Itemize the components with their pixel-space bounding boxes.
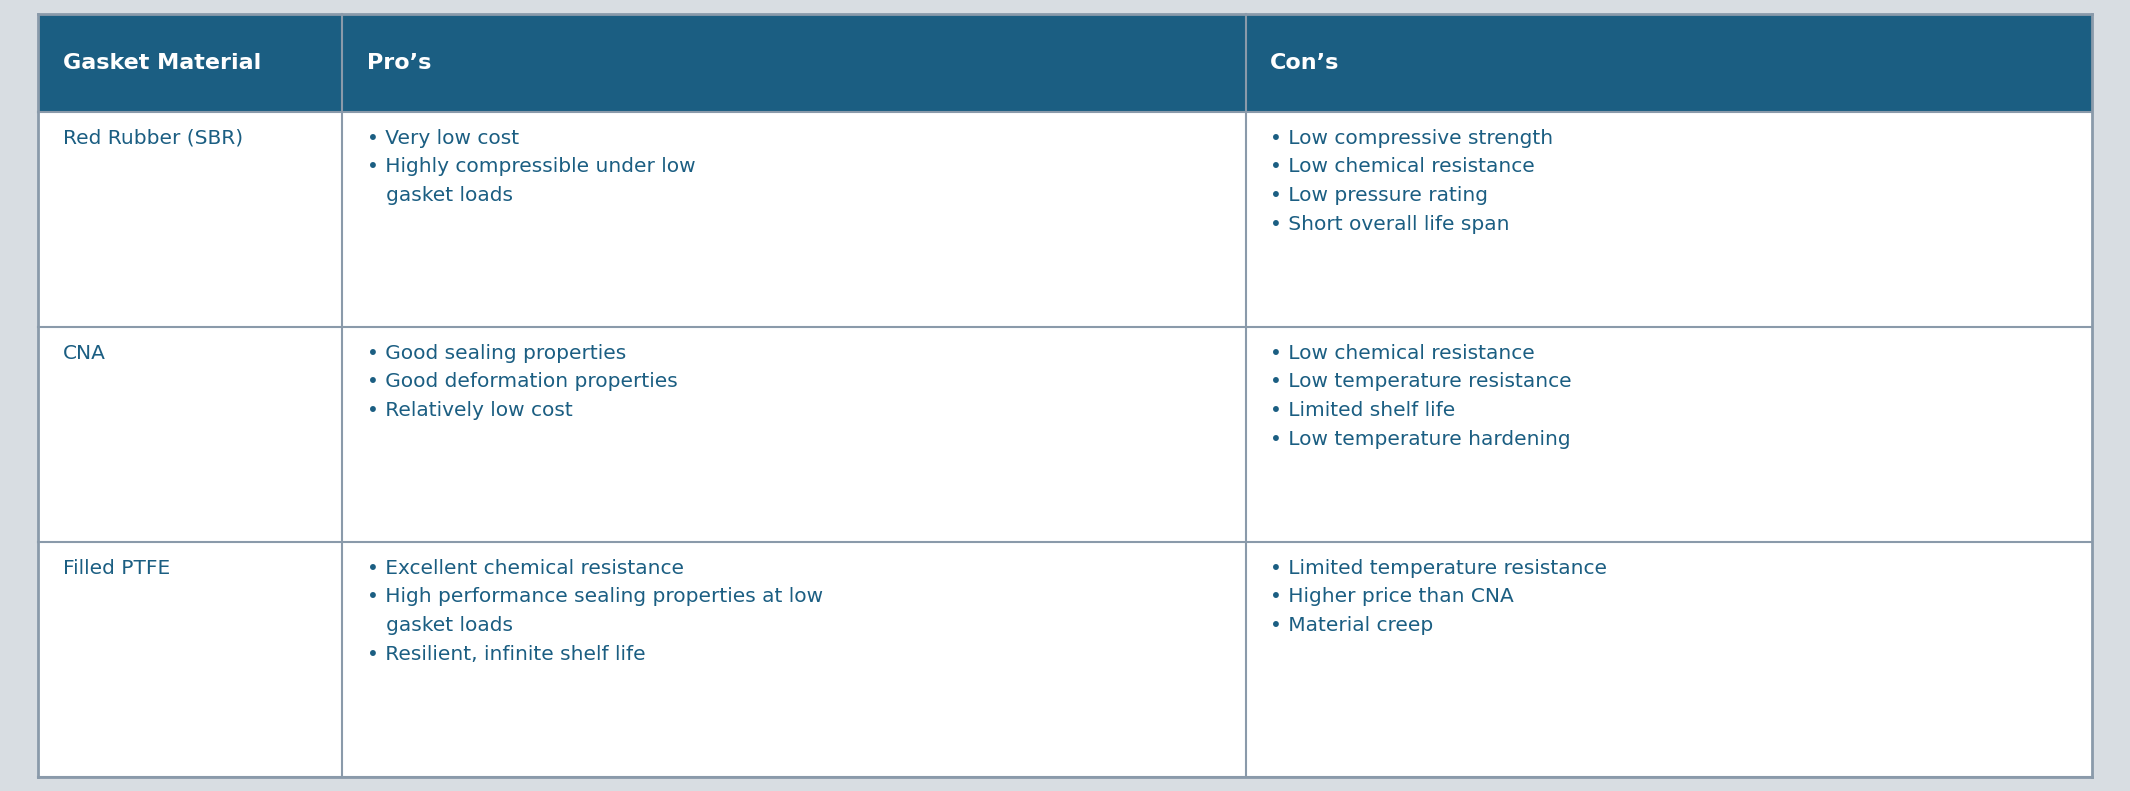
Bar <box>38 14 2092 112</box>
Bar <box>38 327 2092 542</box>
Text: Con’s: Con’s <box>1269 53 1340 73</box>
Text: • Limited temperature resistance
• Higher price than CNA
• Material creep: • Limited temperature resistance • Highe… <box>1269 558 1608 635</box>
Text: • Low compressive strength
• Low chemical resistance
• Low pressure rating
• Sho: • Low compressive strength • Low chemica… <box>1269 129 1553 234</box>
Bar <box>38 112 2092 327</box>
Text: • Excellent chemical resistance
• High performance sealing properties at low
   : • Excellent chemical resistance • High p… <box>366 558 822 664</box>
Text: Gasket Material: Gasket Material <box>64 53 262 73</box>
Bar <box>38 542 2092 777</box>
Text: • Very low cost
• Highly compressible under low
   gasket loads: • Very low cost • Highly compressible un… <box>366 129 697 205</box>
Text: Red Rubber (SBR): Red Rubber (SBR) <box>64 129 243 148</box>
Text: Filled PTFE: Filled PTFE <box>64 558 170 577</box>
Text: Pro’s: Pro’s <box>366 53 430 73</box>
Text: • Good sealing properties
• Good deformation properties
• Relatively low cost: • Good sealing properties • Good deforma… <box>366 343 677 420</box>
Text: CNA: CNA <box>64 343 106 362</box>
Text: • Low chemical resistance
• Low temperature resistance
• Limited shelf life
• Lo: • Low chemical resistance • Low temperat… <box>1269 343 1572 449</box>
